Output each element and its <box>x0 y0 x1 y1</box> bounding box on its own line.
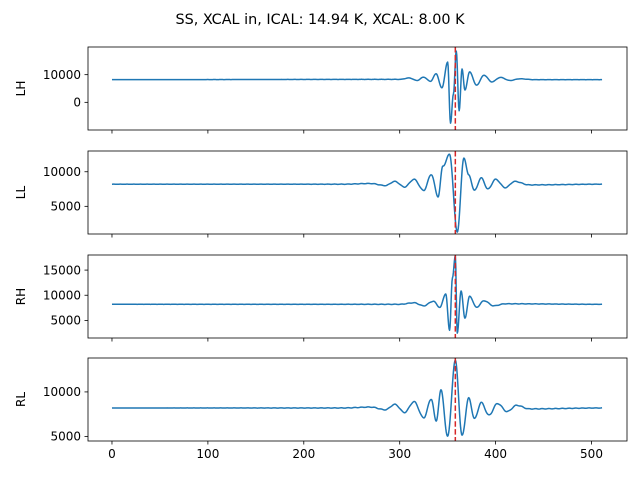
series-line <box>111 255 603 334</box>
axes-frame <box>87 357 628 442</box>
ylabel: RL <box>14 392 28 407</box>
xtick-label: 300 <box>388 447 411 461</box>
figure-title: SS, XCAL in, ICAL: 14.94 K, XCAL: 8.00 K <box>175 12 465 28</box>
xtick-label: 200 <box>292 447 315 461</box>
panel-rh: 5000 10000 15000 RH <box>14 254 628 342</box>
series-line <box>111 359 603 437</box>
axes-frame <box>87 46 628 131</box>
ytick-label: 15000 <box>43 263 81 277</box>
axes-frame <box>87 254 628 339</box>
series-line <box>111 50 603 124</box>
panel-rl: 5000 10000 0 100 200 300 400 500 RL <box>14 357 628 461</box>
ytick-label: 5000 <box>50 200 81 214</box>
ylabel: RH <box>14 288 28 305</box>
xtick-label: 0 <box>108 447 116 461</box>
ytick-label: 10000 <box>43 68 81 82</box>
xtick-label: 100 <box>196 447 219 461</box>
ytick-label: 5000 <box>50 430 81 444</box>
ylabel: LL <box>14 186 28 200</box>
ytick-label: 5000 <box>50 314 81 328</box>
panels: 010000LH500010000LL50001000015000RH50001… <box>14 46 628 461</box>
xtick-label: 500 <box>580 447 603 461</box>
panel-ll: 5000 10000 LL <box>14 150 628 238</box>
ytick-label: 0 <box>73 96 81 110</box>
xtick-label: 400 <box>484 447 507 461</box>
series-line <box>111 153 603 233</box>
panel-lh: 0 10000 LH <box>14 46 628 134</box>
ylabel: LH <box>14 81 28 97</box>
axes-frame <box>87 150 628 235</box>
ytick-label: 10000 <box>43 385 81 399</box>
ytick-label: 10000 <box>43 165 81 179</box>
ytick-label: 10000 <box>43 288 81 302</box>
